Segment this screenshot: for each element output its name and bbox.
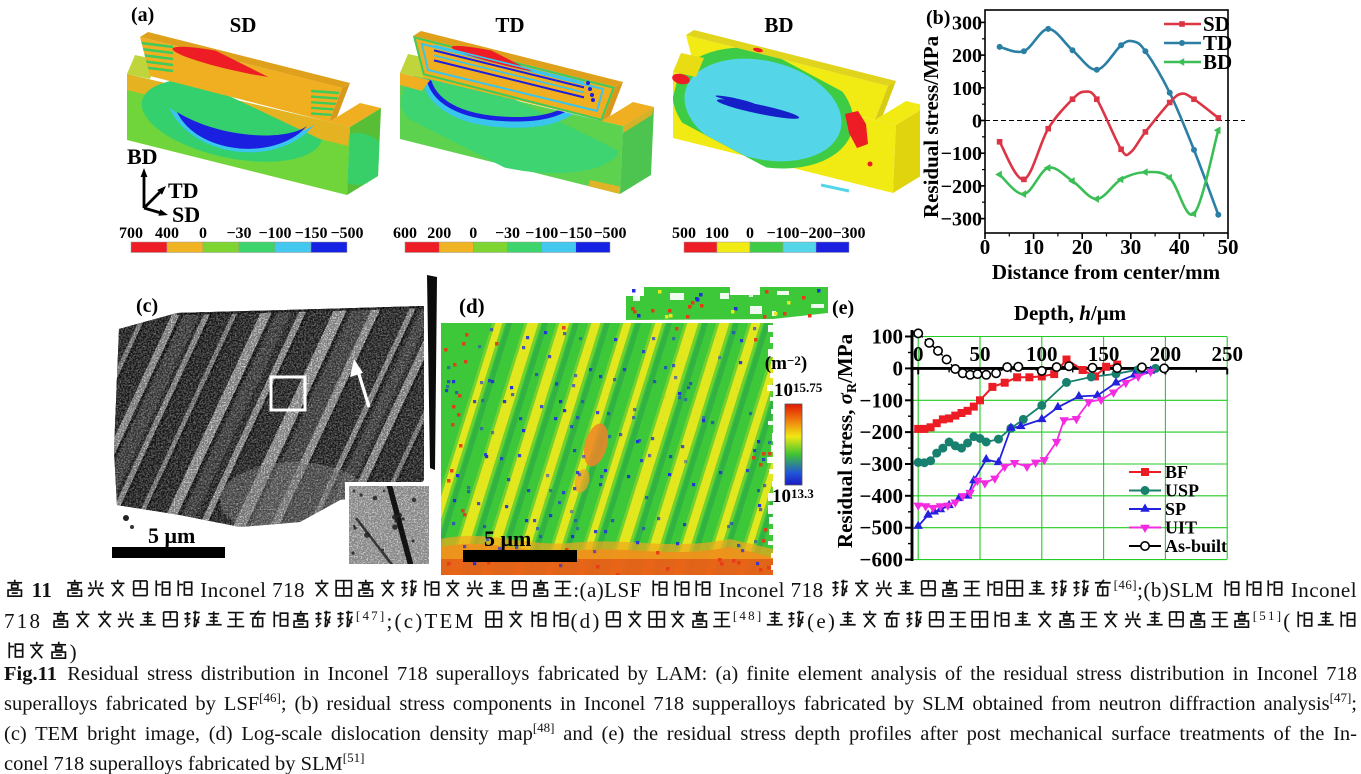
- svg-text:−150: −150: [294, 225, 327, 242]
- svg-text:BD: BD: [1203, 50, 1232, 74]
- svg-text:−400: −400: [860, 484, 903, 508]
- svg-text:Residual stress, σR/MPa: Residual stress, σR/MPa: [833, 333, 860, 548]
- svg-text:0: 0: [980, 235, 991, 259]
- svg-text:SD: SD: [1203, 12, 1230, 36]
- svg-text:−100: −100: [258, 225, 291, 242]
- svg-text:Residual stress/MPa: Residual stress/MPa: [920, 35, 943, 218]
- svg-text:(m−2): (m−2): [765, 353, 807, 374]
- svg-text:BD: BD: [764, 13, 793, 37]
- svg-text:−500: −500: [860, 516, 903, 540]
- svg-text:−300: −300: [832, 225, 865, 242]
- svg-text:10: 10: [1023, 235, 1044, 259]
- svg-text:1015.75: 1015.75: [774, 380, 823, 401]
- svg-text:−100: −100: [525, 225, 558, 242]
- svg-text:50: 50: [1218, 235, 1239, 259]
- svg-text:Distance from center/mm: Distance from center/mm: [992, 260, 1221, 284]
- svg-text:(d): (d): [459, 294, 485, 318]
- svg-text:TD: TD: [168, 178, 199, 203]
- svg-text:BD: BD: [127, 144, 158, 169]
- svg-text:700: 700: [119, 225, 143, 242]
- svg-text:(b): (b): [926, 7, 950, 29]
- svg-text:−200: −200: [799, 225, 832, 242]
- svg-text:−100: −100: [766, 225, 799, 242]
- svg-text:200: 200: [427, 225, 451, 242]
- svg-text:(a): (a): [131, 4, 154, 26]
- svg-text:(c): (c): [136, 295, 158, 317]
- svg-text:SD: SD: [172, 202, 200, 227]
- svg-text:−200: −200: [941, 176, 982, 198]
- svg-text:−300: −300: [941, 209, 982, 231]
- svg-text:TD: TD: [1203, 31, 1232, 55]
- svg-text:USP: USP: [1165, 481, 1199, 501]
- svg-text:5 μm: 5 μm: [148, 523, 195, 548]
- svg-text:0: 0: [199, 225, 207, 242]
- svg-text:1013.3: 1013.3: [772, 486, 814, 507]
- svg-text:200: 200: [1150, 342, 1182, 366]
- svg-text:500: 500: [672, 225, 696, 242]
- svg-text:0: 0: [893, 356, 904, 380]
- svg-text:0: 0: [972, 111, 982, 133]
- svg-text:−150: −150: [559, 225, 592, 242]
- svg-text:−500: −500: [593, 225, 626, 242]
- svg-text:−200: −200: [860, 420, 903, 444]
- svg-text:600: 600: [393, 225, 417, 242]
- svg-text:100: 100: [952, 78, 982, 100]
- svg-text:TD: TD: [495, 13, 524, 37]
- svg-text:200: 200: [952, 45, 982, 67]
- svg-text:100: 100: [705, 225, 729, 242]
- svg-text:−300: −300: [860, 452, 903, 476]
- svg-text:40: 40: [1169, 235, 1190, 259]
- svg-text:0: 0: [746, 225, 754, 242]
- svg-text:0: 0: [913, 342, 924, 366]
- svg-text:0: 0: [469, 225, 477, 242]
- svg-text:20: 20: [1072, 235, 1093, 259]
- svg-text:−600: −600: [860, 548, 903, 572]
- svg-text:50: 50: [970, 342, 991, 366]
- svg-text:−500: −500: [330, 225, 363, 242]
- svg-text:UIT: UIT: [1165, 518, 1197, 538]
- svg-text:(e): (e): [832, 297, 854, 319]
- svg-text:SD: SD: [230, 13, 257, 37]
- svg-text:Depth, h/μm: Depth, h/μm: [1014, 301, 1127, 325]
- svg-text:250: 250: [1211, 342, 1243, 366]
- svg-text:400: 400: [155, 225, 179, 242]
- svg-text:SP: SP: [1165, 499, 1186, 519]
- svg-text:100: 100: [1026, 342, 1058, 366]
- svg-text:−100: −100: [860, 388, 903, 412]
- svg-text:−100: −100: [941, 143, 982, 165]
- svg-text:−30: −30: [495, 225, 520, 242]
- svg-text:30: 30: [1120, 235, 1141, 259]
- svg-text:BF: BF: [1165, 462, 1188, 482]
- svg-text:300: 300: [952, 12, 982, 34]
- svg-text:100: 100: [872, 325, 904, 349]
- svg-text:5 μm: 5 μm: [484, 526, 531, 551]
- svg-text:−30: −30: [226, 225, 251, 242]
- svg-text:As-built: As-built: [1165, 536, 1227, 556]
